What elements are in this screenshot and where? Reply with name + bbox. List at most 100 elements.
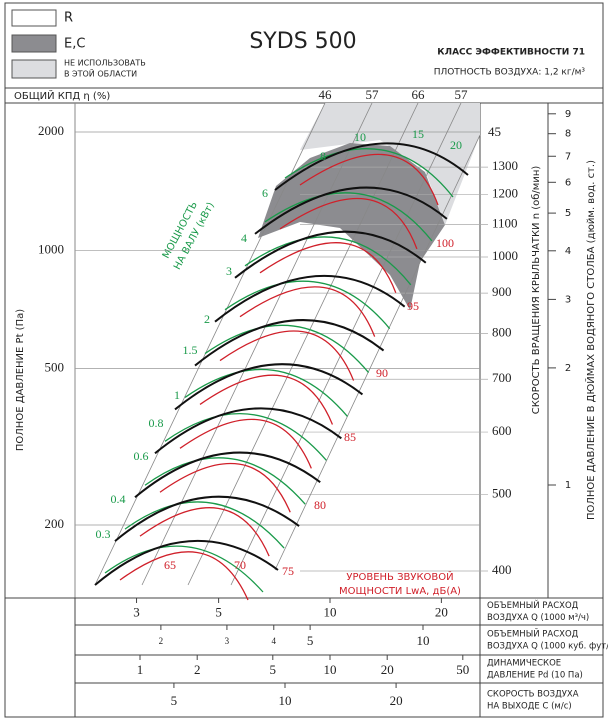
power-value: 10: [354, 130, 366, 144]
legend-swatch: [11, 34, 57, 53]
noise-value: 80: [314, 498, 326, 512]
speed-tick-label: 500: [492, 486, 512, 501]
inch-tick-label: 4: [565, 246, 571, 257]
inch-tick-label: 6: [565, 177, 571, 188]
scale-label: ОБЪЕМНЫЙ РАСХОД: [487, 628, 579, 640]
scale-label: ВОЗДУХА Q (1000 куб. фут/мин): [487, 642, 608, 652]
speed-tick-label: 900: [492, 284, 512, 299]
scale-tick-label: 5: [171, 693, 178, 708]
scale-tick-label: 4: [272, 636, 277, 646]
scale-label: ОБЪЕМНЫЙ РАСХОД: [487, 599, 579, 611]
speed-tick-label: 800: [492, 324, 512, 339]
red-curve: [239, 286, 376, 337]
fan-curve: [234, 230, 427, 279]
noise-value: 85: [344, 430, 356, 444]
scale-tick-label: 5: [270, 662, 277, 677]
efficiency-tick-label: 46: [319, 87, 333, 102]
speed-tick-label: 700: [492, 370, 512, 385]
pressure-tick-label: 1000: [38, 241, 64, 256]
red-curve: [179, 418, 312, 469]
noise-value: 70: [234, 558, 246, 572]
scale-tick-label: 5: [307, 633, 314, 648]
green-curve: [144, 457, 306, 505]
scale-label: СКОРОСТЬ ВОЗДУХА: [487, 690, 579, 700]
scale-tick-label: 20: [381, 662, 394, 677]
power-value: 2: [204, 312, 210, 326]
efficiency-class: КЛАСС ЭФФЕКТИВНОСТИ 71: [437, 48, 585, 58]
fan-curve: [274, 142, 469, 191]
speed-tick-label: 1300: [492, 158, 518, 173]
noise-value: 65: [164, 558, 176, 572]
scale-tick-label: 20: [435, 604, 448, 619]
power-value: 15: [412, 127, 424, 141]
green-curve: [224, 280, 391, 330]
scale-tick-label: 3: [133, 604, 140, 619]
power-value: 1.5: [183, 343, 198, 357]
speed-tick-label: 400: [492, 562, 512, 577]
red-curve: [259, 242, 397, 294]
efficiency-tick-label: 57: [455, 87, 469, 102]
fan-curve: [154, 407, 342, 455]
scale-tick-label: 2: [159, 636, 164, 646]
power-value: 1: [174, 388, 180, 402]
power-value: 0.6: [134, 449, 149, 463]
fan-curve: [254, 186, 448, 235]
noise-value: 100: [436, 236, 454, 250]
ec-region: [258, 143, 445, 310]
green-curve: [184, 368, 348, 417]
efficiency-tick-label: 57: [366, 87, 380, 102]
green-curve: [204, 324, 370, 373]
efficiency-line: [94, 102, 326, 586]
green-curve: [124, 501, 285, 549]
efficiency-line: [230, 102, 462, 586]
fan-curve: [214, 274, 406, 323]
scale-tick-label: 1: [137, 662, 144, 677]
pressure-axis-label: ПОЛНОЕ ДАВЛЕНИЕ Pt (Па): [15, 309, 26, 451]
red-curve: [119, 551, 249, 601]
inch-axis-label: ПОЛНОЕ ДАВЛЕНИЕ В ДЮЙМАХ ВОДЯНОГО СТОЛБА…: [584, 160, 597, 520]
air-density: ПЛОТНОСТЬ ВОЗДУХА: 1,2 кг/м³: [434, 68, 586, 78]
bottom-rows: [5, 597, 603, 717]
scale-tick-label: 10: [279, 693, 292, 708]
scale-label: ДИНАМИЧЕСКОЕ: [487, 659, 561, 669]
inch-tick-label: 2: [565, 363, 571, 374]
green-curve: [164, 413, 327, 461]
green-curve: [244, 236, 412, 286]
inch-tick-label: 7: [565, 151, 571, 162]
scale-tick-label: 10: [417, 633, 430, 648]
fan-curve: [194, 319, 385, 367]
green-curve: [284, 148, 454, 198]
scale-tick-label: 20: [390, 693, 403, 708]
efficiency-line: [141, 102, 373, 586]
legend-label: В ЭТОЙ ОБЛАСТИ: [64, 68, 137, 79]
inch-tick-label: 3: [565, 294, 571, 305]
frame: [4, 2, 604, 718]
scale-tick-label: 50: [456, 662, 469, 677]
power-value: 6: [262, 186, 268, 200]
efficiency-label: ОБЩИЙ КПД η (%): [14, 89, 110, 102]
scale-tick-label: 10: [324, 604, 337, 619]
pressure-tick-label: 500: [45, 360, 65, 375]
title: SYDS 500: [249, 29, 356, 54]
noise-value: 75: [282, 564, 294, 578]
scale-tick-label: 10: [324, 662, 337, 677]
fan-curve: [174, 363, 364, 411]
speed-tick-label: 1200: [492, 186, 518, 201]
noise-value: 95: [407, 299, 419, 313]
red-curve: [199, 374, 334, 425]
red-curve: [139, 507, 270, 557]
noise-label: УРОВЕНЬ ЗВУКОВОЙ: [346, 570, 453, 583]
inch-tick-label: 8: [565, 129, 571, 140]
power-value: 8: [320, 149, 326, 163]
legend-label: НЕ ИСПОЛЬЗОВАТЬ: [64, 59, 146, 68]
noise-label: МОЩНОСТИ LwA, дБ(А): [339, 586, 461, 597]
pressure-tick-label: 2000: [38, 123, 64, 138]
scale-label: ДАВЛЕНИЕ Pd (10 Па): [487, 671, 583, 681]
noise-value: 90: [376, 366, 388, 380]
scale-label: ВОЗДУХА Q (1000 м³/ч): [487, 613, 589, 623]
green-curve: [104, 545, 264, 593]
green-curve: [264, 192, 433, 242]
efficiency-line: [187, 102, 419, 586]
pressure-tick-label: 200: [45, 516, 65, 531]
